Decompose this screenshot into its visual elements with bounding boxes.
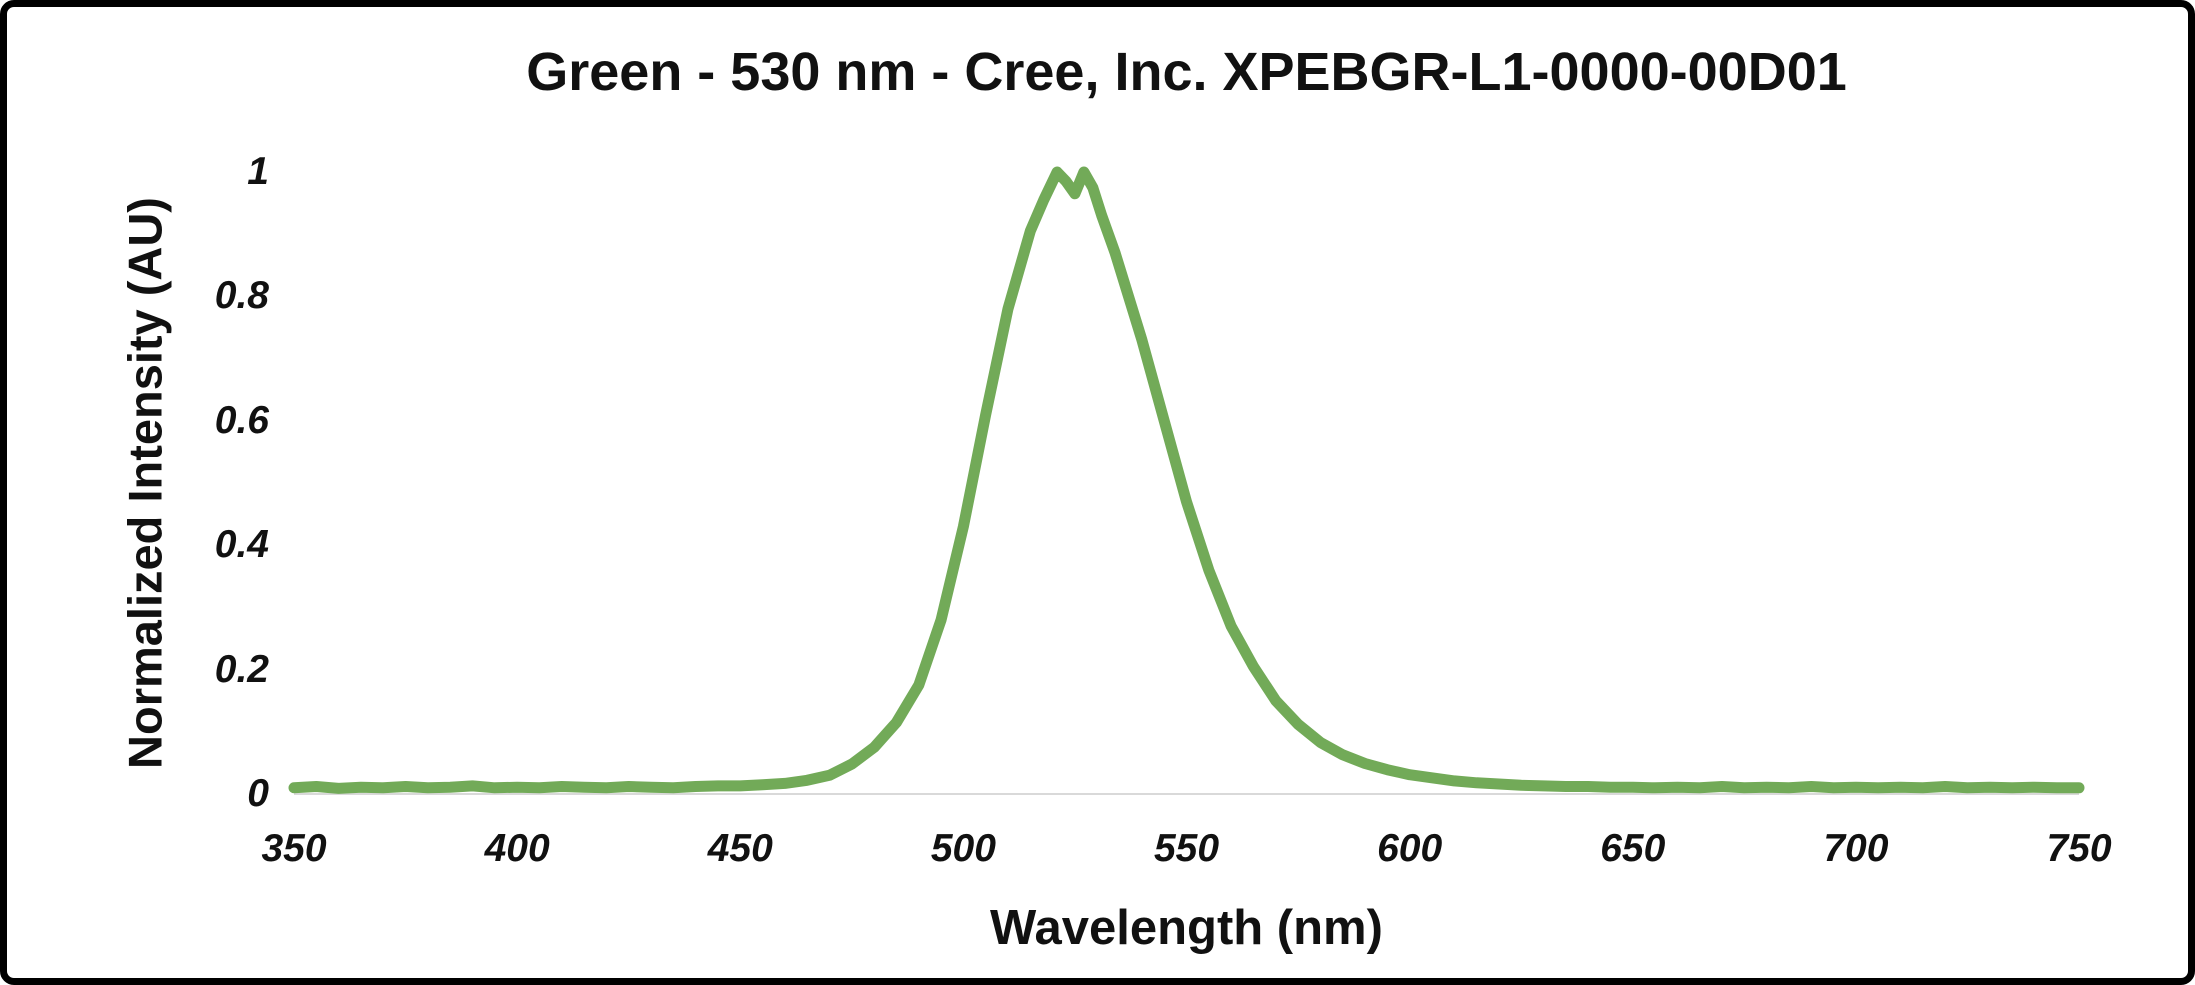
x-tick-label: 500 [930,827,996,870]
x-tick-label: 450 [707,827,773,870]
y-tick-label: 0 [247,772,269,815]
y-tick-label: 0.8 [214,274,269,318]
spectrum-line [288,166,2085,794]
y-tick-label: 0.6 [214,398,269,442]
x-tick-label: 600 [1377,827,1443,870]
x-tick-label: 750 [2046,827,2112,870]
y-tick-label: 0.2 [214,647,269,691]
x-tick-label: 350 [261,827,327,870]
y-tick-label: 0.4 [214,523,269,567]
x-tick-label: 550 [1153,827,1220,870]
x-tick-label: 400 [484,827,550,870]
chart-title: Green - 530 nm - Cree, Inc. XPEBGR-L1-00… [526,42,1847,102]
x-tick-label: 700 [1823,827,1889,870]
plot-area [288,166,2085,795]
x-tick-label: 650 [1600,827,1666,870]
x-axis-title: Wavelength (nm) [990,901,1383,955]
y-tick-label: 1 [247,150,269,193]
